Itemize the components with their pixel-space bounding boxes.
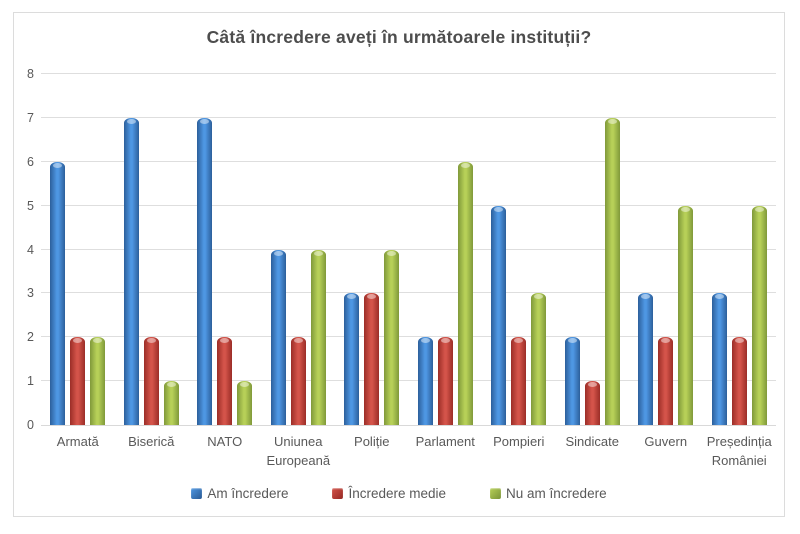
bar [584,381,600,425]
gridline [41,116,776,118]
bar [417,337,433,425]
x-tick-label: Poliție [354,434,390,449]
bar [344,293,360,425]
bar [143,337,159,425]
x-tick-label: Parlament [415,434,475,449]
bar [237,381,253,425]
bar [457,161,473,425]
gridline [41,380,776,382]
bar [90,337,106,425]
bar-group [115,74,189,425]
x-tick-label: Biserică [128,434,175,449]
x-tick-label: Sindicate [565,434,619,449]
bar [290,337,306,425]
bar [658,337,674,425]
y-tick-label: 0 [27,418,34,432]
y-tick-label: 4 [27,242,34,257]
bar [310,249,326,425]
y-tick-label: 7 [27,110,34,125]
y-tick-label: 8 [27,67,34,81]
x-tick-label: Uniunea Europeană [266,434,331,468]
y-axis-labels: 0 1 2 3 4 5 6 7 8 [18,67,34,432]
bar [270,249,286,425]
y-tick-label: 5 [27,198,34,213]
plot-area [41,73,776,426]
bar [50,161,66,425]
x-tick-label: Pompieri [493,434,545,449]
x-axis-labels: Armată Biserică NATO Uniunea Europeană Poliț… [41,433,776,471]
legend: Am încredere Încredere medie Nu am încrede… [14,486,784,501]
bar [364,293,380,425]
bar [604,117,620,425]
legend-swatch-icon [191,488,203,499]
bar-group [629,74,703,425]
bar-group [41,74,115,425]
bar-groups-container [41,74,776,425]
y-tick-label: 6 [27,154,34,169]
bar [491,205,507,425]
gridline [41,73,776,74]
bar-group [409,74,483,425]
x-tick-label: Președinția României [706,434,772,468]
bar [731,337,747,425]
bar [123,117,139,425]
gridline [41,160,776,162]
chart-frame: Câtă încredere aveți în următoarele inst… [13,12,785,517]
legend-label: Încredere medie [348,486,447,501]
legend-item: Nu am încredere [490,486,607,501]
gridline [41,336,776,338]
gridline [41,248,776,250]
bar [751,205,767,425]
bar [511,337,527,425]
bar [711,293,727,425]
bar [531,293,547,425]
bar-group [262,74,336,425]
legend-swatch-icon [332,488,344,499]
bar [197,117,213,425]
x-tick-label: Guvern [644,434,688,449]
bar-group [482,74,556,425]
y-tick-label: 1 [27,374,34,389]
y-tick-label: 3 [27,286,34,301]
bar [437,337,453,425]
y-tick-label: 2 [27,330,34,345]
bar [564,337,580,425]
bar [384,249,400,425]
legend-label: Am încredere [207,486,289,501]
bar [638,293,654,425]
bar [217,337,233,425]
legend-item: Am încredere [191,486,288,501]
bar-group [188,74,262,425]
x-tick-label: NATO [207,434,243,449]
gridline [41,204,776,206]
bar-group [556,74,630,425]
legend-item: Încredere medie [332,486,446,501]
bar [678,205,694,425]
chart-title: Câtă încredere aveți în următoarele inst… [206,27,592,47]
gridline [41,292,776,294]
bar [163,381,179,425]
bar [70,337,86,425]
x-tick-label: Armată [56,434,99,449]
bar-group [703,74,777,425]
bar-group [335,74,409,425]
legend-label: Nu am încredere [506,486,607,501]
legend-swatch-icon [490,488,502,499]
